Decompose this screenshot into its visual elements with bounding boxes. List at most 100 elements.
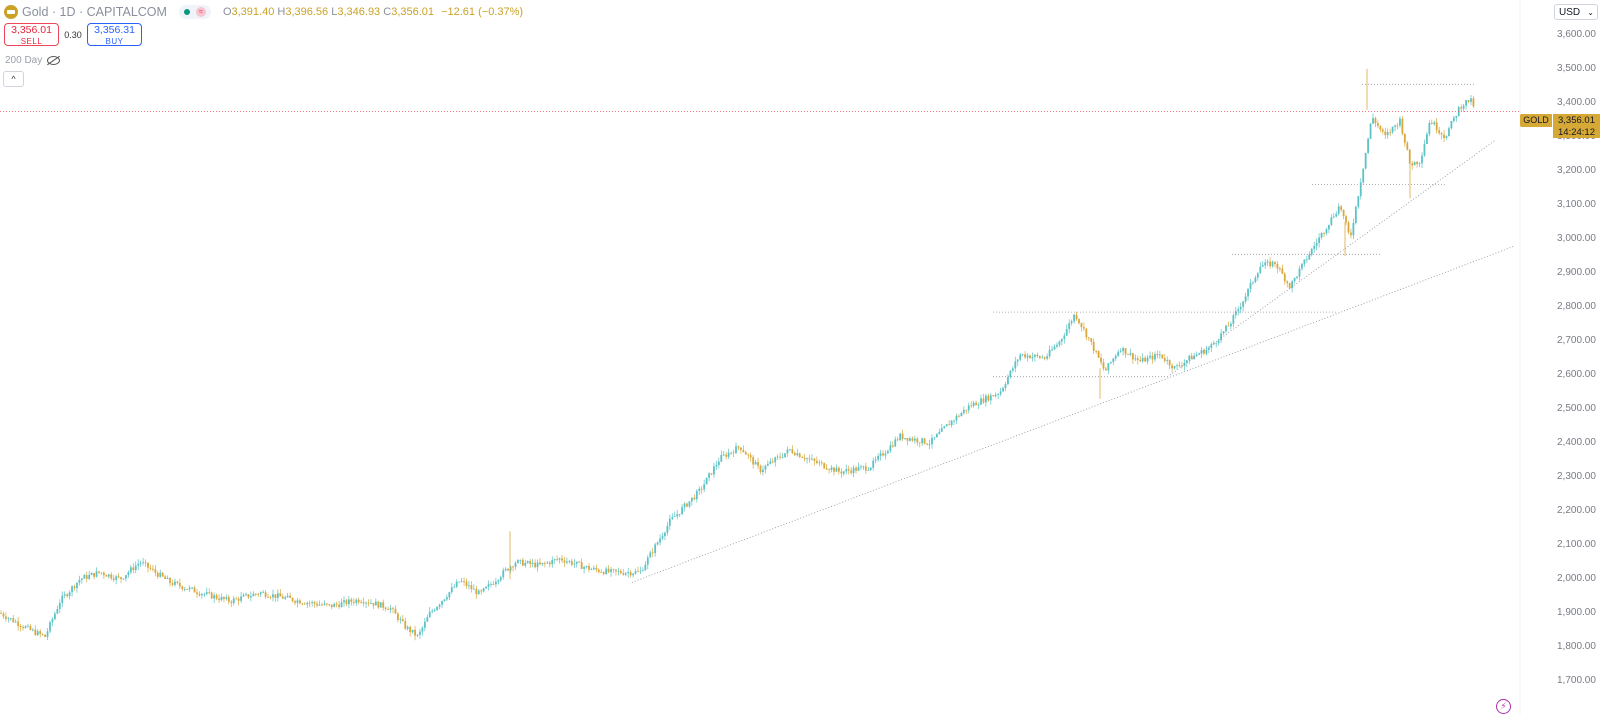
candle-body	[575, 561, 578, 564]
candle-body	[426, 617, 429, 622]
candle-body	[693, 497, 696, 500]
market-status[interactable]: ≈	[178, 5, 211, 19]
candle-body	[171, 583, 174, 585]
open-label: O	[222, 6, 232, 18]
candle-body	[257, 594, 260, 595]
candle-body	[1149, 355, 1151, 358]
candle-body	[862, 466, 865, 468]
candle-body	[989, 395, 992, 401]
candle-body	[921, 438, 924, 444]
candle-body	[1472, 98, 1475, 107]
candle-body	[583, 566, 585, 569]
candle-body	[100, 572, 103, 574]
candle-body	[612, 569, 615, 571]
axis-tick: 2,800.00	[1557, 301, 1596, 312]
candle-body	[1384, 131, 1387, 136]
close-value: 3,356.01	[391, 6, 435, 18]
candle-body	[176, 581, 179, 583]
candle-body	[654, 544, 657, 554]
candle-body	[1144, 357, 1147, 362]
candle-body	[619, 571, 622, 574]
candle-body	[720, 454, 723, 462]
candle-body	[948, 424, 951, 426]
candle-body	[365, 602, 367, 604]
candle-body	[105, 575, 108, 577]
indicator-label: 200 Day	[5, 55, 43, 66]
buy-price: 3,356.31	[94, 24, 135, 36]
candle-body	[615, 569, 617, 572]
buy-button[interactable]: 3,356.31 BUY	[87, 23, 142, 46]
candle-body	[1021, 354, 1024, 356]
candle-body	[1011, 368, 1014, 371]
candle-body	[472, 588, 475, 590]
candle-body	[1323, 233, 1325, 234]
candle-body	[409, 626, 412, 633]
price-axis[interactable]: 3,600.003,500.003,400.003,300.003,200.00…	[1520, 0, 1600, 714]
candle-body	[1416, 161, 1418, 165]
axis-tick: 3,500.00	[1557, 63, 1596, 74]
candle-body	[1068, 323, 1071, 330]
candle-body	[120, 577, 122, 579]
candle-body	[497, 580, 500, 582]
candle-body	[492, 584, 495, 585]
axis-tick: 1,700.00	[1557, 675, 1596, 686]
candle-body	[705, 477, 708, 485]
candle-body	[730, 452, 732, 454]
candle-body	[311, 602, 314, 603]
symbol-title[interactable]: Gold · 1D · CAPITALCOM	[22, 5, 167, 19]
candle-body	[1288, 283, 1291, 289]
candle-body	[66, 594, 69, 597]
candle-body	[1114, 355, 1117, 359]
candle-body	[1318, 237, 1320, 243]
candle-body	[1301, 263, 1303, 269]
candle-body	[34, 629, 37, 635]
candle-body	[470, 585, 473, 590]
candle-body	[1225, 325, 1227, 332]
candle-body	[291, 597, 294, 602]
candle-body	[362, 602, 365, 604]
candle-body	[107, 574, 110, 577]
candle-body	[245, 594, 247, 596]
candle-body	[1249, 282, 1252, 289]
candle-body	[117, 576, 120, 578]
indicator-legend[interactable]: 200 Day	[5, 55, 61, 66]
collapse-legend-button[interactable]: ^	[3, 71, 24, 87]
candle-body	[345, 600, 348, 605]
candle-body	[573, 563, 576, 565]
candle-body	[387, 608, 389, 610]
candle-body	[820, 462, 823, 464]
candle-body	[7, 618, 10, 620]
candle-body	[1046, 356, 1049, 359]
candle-body	[901, 433, 904, 439]
candle-body	[867, 469, 870, 471]
candle-body	[784, 453, 786, 458]
candle-body	[798, 453, 801, 458]
candle-body	[727, 452, 730, 457]
candle-body	[526, 561, 529, 563]
candle-body	[1024, 354, 1026, 358]
candle-body	[2, 613, 5, 617]
candle-body	[455, 581, 458, 587]
candle-body	[894, 439, 897, 447]
flash-icon[interactable]: ⚡	[1496, 699, 1511, 714]
candle-body	[1112, 358, 1115, 363]
candle-body	[56, 609, 59, 614]
candle-body	[240, 596, 242, 601]
candle-body	[267, 596, 269, 598]
candle-body	[766, 463, 769, 466]
candle-body	[754, 462, 757, 465]
candle-body	[558, 558, 561, 560]
candle-body	[499, 577, 502, 581]
candle-body	[847, 469, 850, 471]
candle-body	[855, 467, 857, 471]
trendline	[631, 245, 1516, 583]
currency-select[interactable]: USD ⌄	[1554, 4, 1598, 20]
candle-body	[835, 467, 838, 472]
candle-body	[1283, 273, 1286, 282]
eye-hidden-icon[interactable]	[47, 56, 61, 65]
candle-body	[1078, 319, 1080, 324]
sell-button[interactable]: 3,356.01 SELL	[4, 23, 59, 46]
candle-body	[997, 394, 1000, 396]
candle-body	[264, 592, 267, 597]
